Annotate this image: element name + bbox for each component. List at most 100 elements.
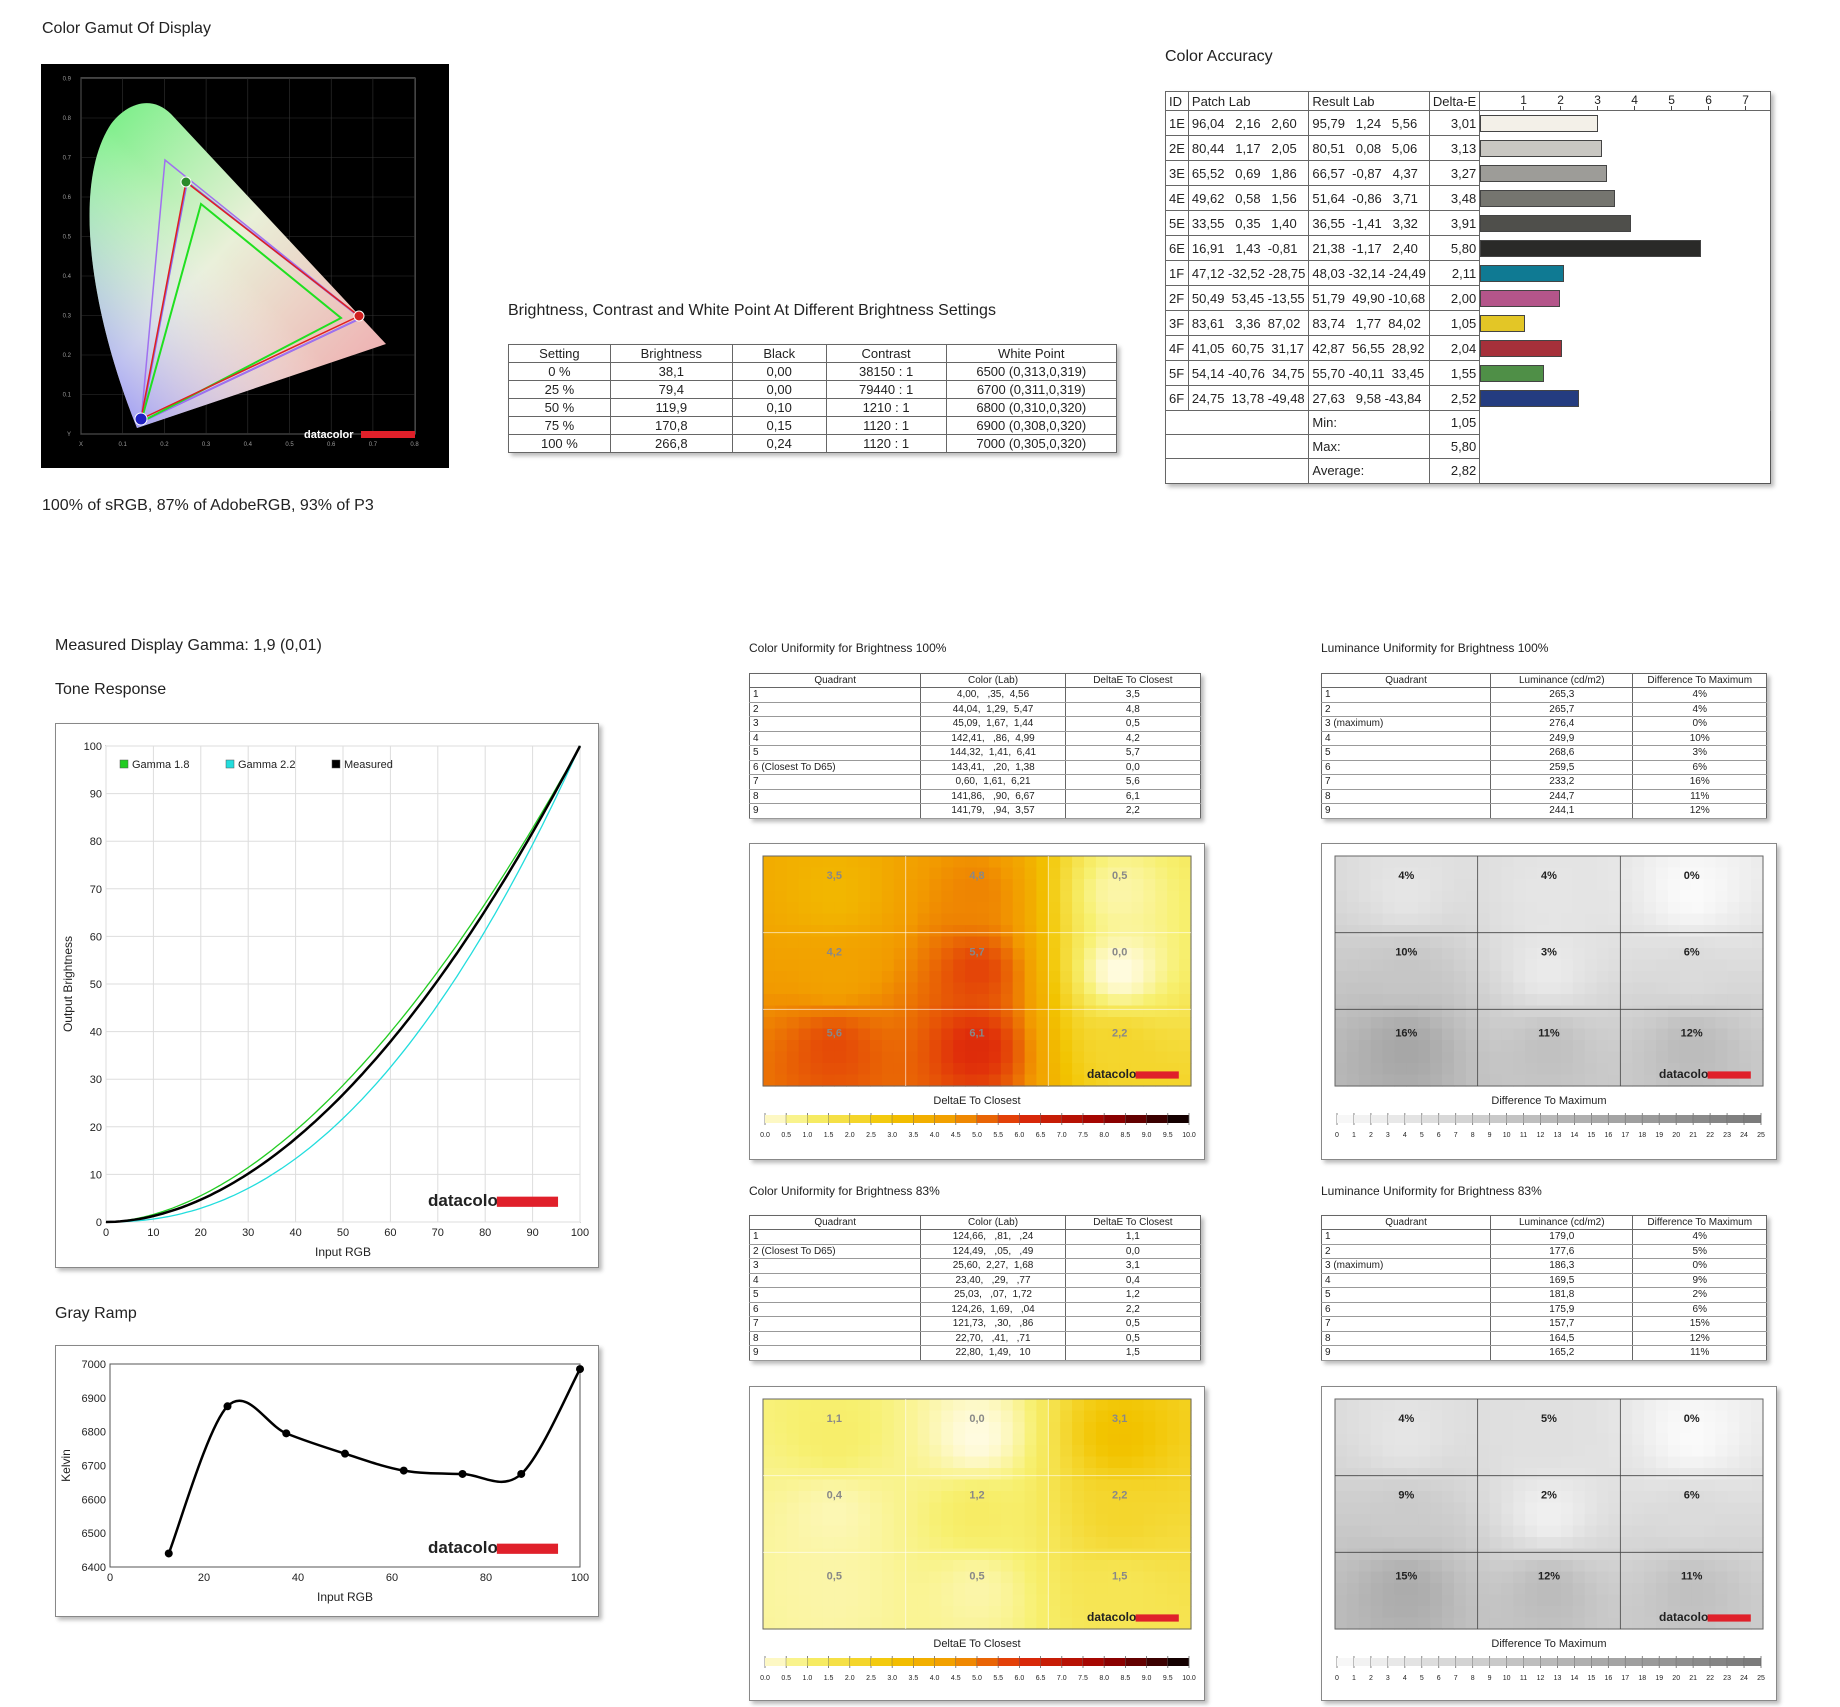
cu100-field-cell [988, 890, 1002, 903]
lu100-field [1335, 856, 1764, 1087]
lu100-field-cell [1727, 1051, 1740, 1064]
lu83-field-cell [1382, 1548, 1396, 1561]
cu83-field-cell [810, 1606, 824, 1619]
lu83-field-cell [1513, 1410, 1526, 1423]
lu100-field-cell [1644, 994, 1657, 1007]
cu83-field-cell [881, 1548, 895, 1561]
lu100-field-cell [1513, 1005, 1526, 1018]
lu100-field-cell [1394, 982, 1407, 995]
cu83-field-cell [1072, 1548, 1085, 1561]
gamut-y-tick: 0.5 [63, 235, 72, 241]
cu83-field-cell [1036, 1606, 1049, 1619]
lu100-field-cell [1584, 1074, 1598, 1087]
cu83-field-cell [1095, 1456, 1109, 1469]
lu83-field-cell [1430, 1525, 1443, 1538]
lu100-field-cell [1465, 1028, 1479, 1041]
cu100-field-cell [881, 913, 895, 926]
cu83-field-cell [893, 1422, 907, 1435]
lu83-field-cell [1703, 1410, 1717, 1423]
lu100-field-cell [1477, 1028, 1491, 1041]
lu100-field-cell [1394, 959, 1407, 972]
lu100-field-cell [1727, 913, 1740, 926]
tone-x-tick: 100 [571, 1227, 589, 1239]
cu100-field-cell [1024, 925, 1038, 938]
cu100-field-cell [1024, 971, 1038, 984]
cu83-row: 5 25,03, ,07, 1,72 1,2 [748, 1287, 1202, 1303]
lu100-field-cell [1703, 1017, 1717, 1030]
cu83-field-cell [953, 1548, 966, 1561]
cu83-field-cell [917, 1514, 931, 1527]
lu100-scale-swatch [1540, 1115, 1558, 1123]
lu100-field-cell [1596, 959, 1610, 972]
cu83-field-cell [846, 1479, 859, 1492]
lu83-field-cell [1370, 1445, 1384, 1458]
cu100-field-cell [822, 994, 835, 1007]
lu100-field-cell [1620, 867, 1633, 880]
lu83-field-cell [1584, 1491, 1598, 1504]
cu83-field-cell [1024, 1468, 1038, 1481]
lu100-field-cell [1584, 856, 1598, 869]
gamut-y-tick: 0.6 [63, 195, 72, 201]
cu100-field-cell [870, 948, 883, 961]
cu100-field-cell [1119, 913, 1133, 926]
lu100-field-cell [1394, 1017, 1407, 1030]
lu100-field-cell [1346, 959, 1360, 972]
lu83-field-cell [1335, 1583, 1348, 1596]
lu83-field-cell [1608, 1525, 1621, 1538]
cu83-field-cell [965, 1479, 978, 1492]
cu100-field-cell [810, 971, 824, 984]
acc-scale-tick: 5 [1668, 93, 1675, 107]
lu100-field-cell [1477, 936, 1491, 949]
lu100-field-cell [1644, 902, 1657, 915]
lu83-field-cell [1727, 1422, 1740, 1435]
lu100-field-cell [1596, 948, 1610, 961]
cu83-field-cell [1048, 1456, 1061, 1469]
cu83-field-cell [1084, 1445, 1097, 1458]
lu100-cell: 233,2 [1490, 774, 1634, 790]
lu83-field-cell [1358, 1456, 1372, 1469]
cu100-field-cell [846, 867, 859, 880]
red-primary [353, 310, 365, 322]
cu83-field-cell [1012, 1537, 1026, 1550]
cu83-field-cell [929, 1571, 942, 1584]
tone-x-tick: 20 [195, 1227, 207, 1239]
cu100-field-cell [1155, 902, 1168, 915]
lu100-field-cell [1667, 994, 1681, 1007]
cu83-field-cell [1084, 1479, 1097, 1492]
cu83-field-cell [881, 1537, 895, 1550]
bct-cell: 1120 : 1 [825, 434, 947, 453]
lu83-field-cell [1382, 1399, 1396, 1412]
cu100-field-cell [941, 936, 954, 949]
cu83-header: DeltaE To Closest [1064, 1215, 1202, 1230]
lu83-field-cell [1418, 1560, 1431, 1573]
cu83-row: 3 25,60, 2,27, 1,68 3,1 [748, 1258, 1202, 1274]
acc-result: 80,51 0,08 5,06 [1308, 135, 1430, 161]
lu100-field-cell [1667, 856, 1681, 869]
cu83-field-cell [798, 1571, 812, 1584]
cu83-field-cell [1131, 1410, 1145, 1423]
lu100-field-cell [1644, 913, 1657, 926]
lu83-field-cell [1489, 1410, 1503, 1423]
cu100-field-cell [1036, 913, 1049, 926]
acc-patch: 16,91 1,43 -0,81 [1187, 235, 1310, 261]
lu100-scale-swatch [1387, 1115, 1405, 1123]
cu100-field-cell [941, 982, 954, 995]
cu83-field-cell [1131, 1514, 1145, 1527]
lu83-field-cell [1656, 1514, 1669, 1527]
cu83-field-cell [905, 1594, 919, 1607]
lu100-field-cell [1477, 1017, 1491, 1030]
cu83-field-cell [1000, 1491, 1014, 1504]
lu100-scale-swatch [1642, 1115, 1660, 1123]
cu83-field-cell [905, 1479, 919, 1492]
lu100-row: 1 265,3 4% [1320, 687, 1767, 703]
measured-triangle [139, 180, 361, 421]
datacolor-logo: datacolor [428, 1538, 505, 1557]
cu100-field-cell [810, 1051, 824, 1064]
cu100-field-cell [1155, 890, 1168, 903]
lu83-cell: 175,9 [1490, 1302, 1634, 1317]
lu100-field-cell [1620, 959, 1633, 972]
cu83-field-cell [1036, 1571, 1049, 1584]
cu83-field-cell [917, 1606, 931, 1619]
cu100-field-cell [810, 1074, 824, 1087]
lu83-field-cell [1335, 1433, 1348, 1446]
